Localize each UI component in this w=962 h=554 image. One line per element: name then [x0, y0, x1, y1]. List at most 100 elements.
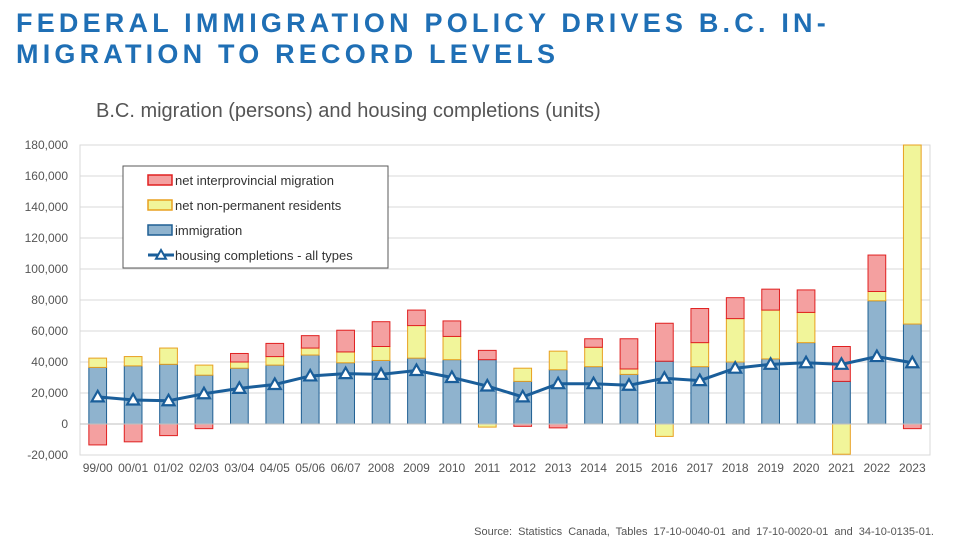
y-tick-label: 100,000 [25, 262, 69, 276]
npr-bar [832, 423, 851, 455]
y-tick-label: 120,000 [25, 231, 69, 245]
y-tick-label: 140,000 [25, 200, 69, 214]
x-tick-label: 2008 [368, 461, 395, 475]
housing-point [691, 372, 708, 387]
housing-point [868, 348, 885, 363]
interprov-bar [371, 321, 391, 348]
interprov-bar [867, 254, 887, 292]
legend-swatch-immigration [147, 224, 173, 236]
x-tick-label: 03/04 [224, 461, 254, 475]
npr-bar [123, 356, 143, 367]
y-tick-label: 160,000 [25, 169, 69, 183]
housing-point [904, 354, 921, 369]
npr-bar [725, 318, 745, 363]
npr-bar [690, 342, 710, 368]
x-tick-label: 2021 [828, 461, 855, 475]
housing-point [125, 391, 142, 406]
interprov-bar [902, 423, 922, 430]
housing-point [585, 375, 602, 390]
interprov-bar [690, 308, 710, 344]
housing-point [550, 375, 567, 390]
interprov-bar [548, 423, 568, 429]
npr-bar [867, 290, 887, 302]
housing-point [160, 392, 177, 407]
y-tick-label: 0 [61, 417, 68, 431]
immigration-bar [477, 359, 497, 425]
legend-swatch-marker [154, 247, 168, 260]
interprov-bar [88, 423, 108, 446]
x-tick-label: 2016 [651, 461, 678, 475]
npr-bar [761, 309, 780, 360]
x-tick-label: 2012 [509, 461, 536, 475]
npr-bar [265, 356, 285, 366]
x-tick-label: 2020 [793, 461, 820, 475]
npr-bar [584, 346, 603, 368]
npr-bar [655, 423, 674, 437]
housing-point [266, 376, 283, 391]
housing-line-path [97, 355, 913, 403]
interprov-bar [265, 342, 285, 358]
legend-swatch-npr [147, 199, 173, 211]
legend-label: net interprovincial migration [175, 173, 334, 188]
housing-point [479, 377, 496, 392]
npr-bar [88, 357, 108, 368]
x-tick-label: 2010 [439, 461, 466, 475]
housing-point [373, 366, 389, 380]
x-tick-label: 2011 [474, 461, 500, 475]
housing-point [302, 367, 319, 382]
x-tick-label: 06/07 [331, 461, 361, 475]
immigration-bar [194, 374, 214, 425]
immigration-bar [832, 380, 851, 425]
interprov-bar [336, 329, 355, 353]
npr-bar [442, 335, 462, 361]
immigration-bar [300, 354, 320, 425]
y-tick-label: -20,000 [27, 448, 68, 462]
housing-line [89, 348, 921, 407]
interprov-bar [442, 320, 462, 337]
legend: net interprovincial migration net non-per… [122, 165, 389, 269]
x-tick-label: 05/06 [295, 461, 325, 475]
housing-point [337, 365, 354, 380]
x-tick-label: 2018 [722, 461, 749, 475]
y-tick-label: 20,000 [31, 386, 68, 400]
npr-bar [230, 361, 249, 369]
immigration-bar [902, 323, 922, 425]
interprov-bar [230, 352, 249, 363]
npr-bar [407, 325, 426, 359]
y-tick-label: 180,000 [25, 138, 69, 152]
immigration-bar [584, 366, 603, 425]
legend-label: net non-permanent residents [175, 198, 342, 213]
interprov-bar [194, 423, 214, 430]
y-tick-label: 60,000 [31, 324, 68, 338]
interprov-bar [123, 423, 143, 443]
interprov-bar [300, 335, 320, 349]
x-tick-label: 2014 [580, 461, 607, 475]
npr-bar [513, 367, 533, 382]
x-tick-label: 02/03 [189, 461, 219, 475]
housing-point [762, 356, 779, 370]
x-tick-label: 2015 [616, 461, 643, 475]
x-tick-label: 2009 [403, 461, 430, 475]
npr-bar [194, 364, 214, 376]
interprov-bar [655, 322, 674, 362]
x-tick-label: 04/05 [260, 461, 290, 475]
housing-point [408, 362, 425, 377]
legend-swatch-interprov [147, 174, 173, 186]
housing-point [833, 356, 850, 370]
interprov-bar [584, 338, 603, 348]
plot-border [79, 144, 931, 456]
housing-point [798, 354, 814, 369]
legend-label: housing completions - all types [175, 248, 353, 263]
interprov-bar [477, 349, 497, 361]
housing-point [196, 385, 212, 400]
housing-point [89, 388, 106, 403]
npr-bar [548, 350, 568, 371]
source-note: Source: Statistics Canada, Tables 17-10-… [474, 526, 934, 538]
x-tick-label: 00/01 [118, 461, 148, 475]
housing-point [656, 370, 673, 384]
x-tick-label: 2023 [899, 461, 926, 475]
x-tick-label: 2022 [864, 461, 891, 475]
npr-bar [371, 346, 391, 361]
x-tick-label: 2019 [757, 461, 784, 475]
